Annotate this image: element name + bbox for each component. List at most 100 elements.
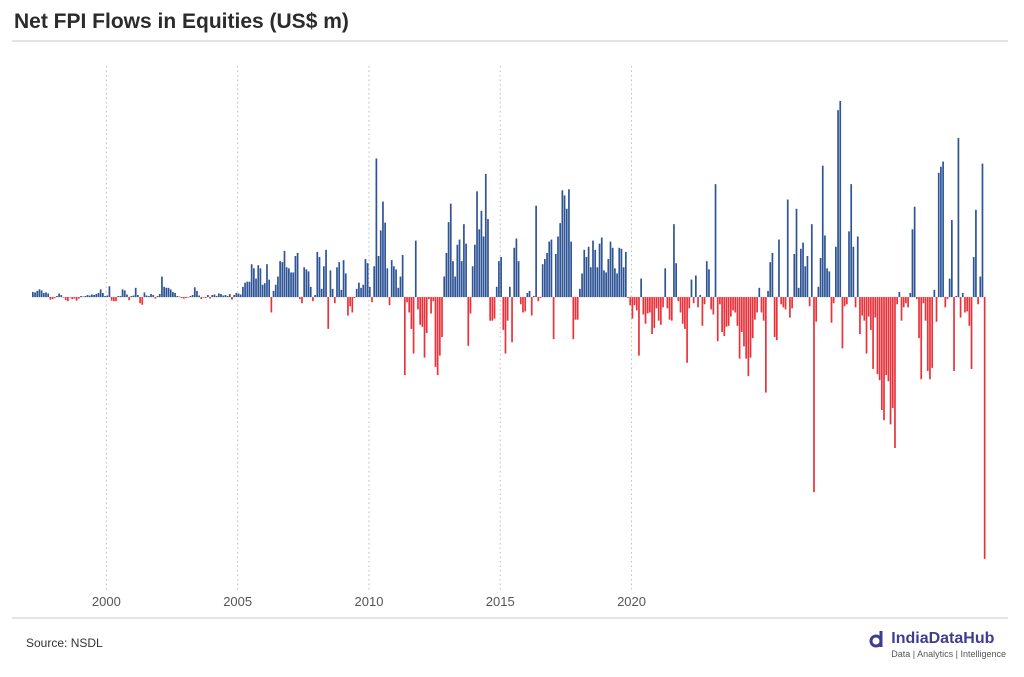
bar — [358, 282, 360, 298]
bar — [743, 297, 745, 347]
bar — [95, 293, 98, 298]
bar — [84, 296, 87, 298]
bar — [657, 297, 660, 321]
bar — [272, 290, 275, 298]
bar — [460, 261, 463, 298]
bar — [106, 295, 109, 298]
bar — [891, 297, 894, 408]
bar — [865, 297, 868, 354]
bar — [894, 297, 896, 448]
bar — [51, 297, 54, 300]
bar — [850, 184, 853, 298]
bar — [771, 252, 774, 298]
bar — [226, 296, 229, 298]
bar — [898, 291, 901, 298]
bar — [309, 286, 312, 298]
bar — [821, 165, 824, 298]
bar — [478, 229, 481, 298]
bar — [896, 297, 898, 305]
bar — [920, 297, 923, 380]
bar — [213, 294, 216, 298]
bar — [686, 297, 688, 363]
bar — [323, 266, 325, 298]
bar — [535, 205, 537, 298]
bar — [924, 297, 927, 321]
bar — [428, 297, 430, 300]
bar — [82, 296, 85, 298]
bar — [813, 297, 815, 493]
bar — [723, 297, 726, 337]
bar — [430, 297, 432, 314]
bar — [942, 161, 944, 298]
bar — [708, 269, 710, 298]
bar — [209, 297, 211, 299]
bar — [102, 292, 104, 298]
bar — [185, 297, 187, 299]
bar — [491, 297, 494, 321]
bar — [305, 269, 308, 298]
bar — [364, 259, 367, 298]
bar — [824, 235, 826, 298]
bar — [465, 243, 467, 298]
bar — [712, 297, 715, 315]
bar — [292, 272, 295, 298]
bar — [307, 271, 310, 298]
bar — [198, 295, 200, 298]
bar — [454, 276, 457, 298]
bar — [539, 297, 542, 299]
bar — [500, 257, 502, 298]
brand-tagline: Data | Analytics | Intelligence — [891, 649, 1006, 659]
bar — [178, 296, 181, 298]
bar — [217, 293, 220, 298]
bar — [393, 266, 395, 298]
bar — [517, 261, 520, 298]
bar — [557, 236, 559, 298]
bar — [327, 297, 330, 329]
bar — [624, 251, 627, 298]
bar — [511, 297, 513, 343]
bar — [200, 297, 203, 300]
bar — [793, 253, 796, 298]
bar — [257, 265, 260, 298]
bar — [36, 290, 39, 298]
bar — [629, 297, 632, 306]
bar — [690, 279, 693, 298]
bar — [817, 286, 820, 298]
bar — [845, 297, 848, 305]
bar — [406, 297, 408, 303]
bar — [607, 259, 610, 298]
bar — [572, 297, 575, 340]
bar — [874, 297, 877, 318]
bar — [139, 297, 141, 304]
bar — [804, 266, 807, 298]
bar — [975, 209, 977, 298]
bar — [651, 297, 653, 335]
bar — [815, 297, 818, 322]
bar — [568, 189, 570, 298]
bar — [395, 269, 397, 298]
bar — [946, 297, 949, 300]
bar — [537, 297, 540, 302]
bar — [158, 293, 161, 298]
bar — [174, 292, 176, 298]
bar — [88, 295, 91, 298]
bar — [128, 297, 130, 301]
bar — [34, 292, 36, 298]
bar — [876, 297, 879, 375]
bar — [246, 281, 249, 298]
bar — [347, 297, 349, 316]
bar — [132, 295, 135, 298]
bar — [679, 297, 682, 313]
bar — [570, 241, 572, 298]
bar — [202, 297, 205, 298]
bar — [603, 270, 605, 298]
bar — [176, 296, 179, 298]
bar — [187, 297, 190, 298]
bar — [961, 292, 964, 298]
bar — [773, 297, 776, 338]
bar — [412, 297, 415, 354]
bar — [86, 295, 89, 298]
bar — [62, 297, 65, 298]
bar — [515, 238, 518, 298]
x-tick-label: 2010 — [355, 594, 384, 609]
